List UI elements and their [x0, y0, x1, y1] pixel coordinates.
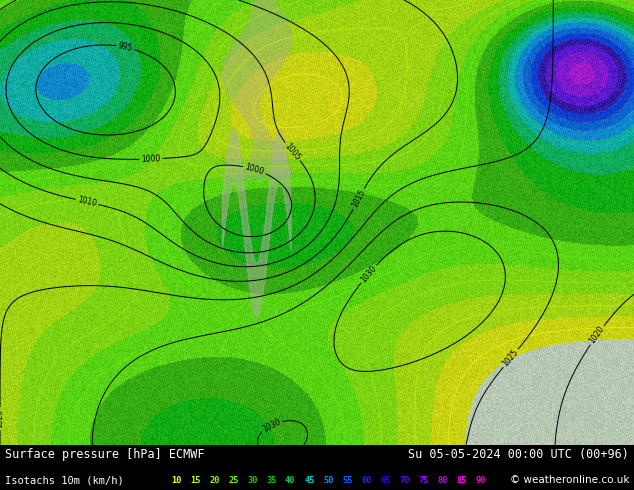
- Text: 1010: 1010: [77, 196, 98, 209]
- Text: 35: 35: [266, 476, 276, 485]
- Text: 25: 25: [228, 476, 238, 485]
- Text: 1030: 1030: [261, 417, 282, 434]
- Text: 20: 20: [209, 476, 219, 485]
- Text: 10: 10: [171, 476, 181, 485]
- Text: Isotachs 10m (km/h): Isotachs 10m (km/h): [5, 475, 124, 485]
- Text: 80: 80: [437, 476, 448, 485]
- Text: Su 05-05-2024 00:00 UTC (00+96): Su 05-05-2024 00:00 UTC (00+96): [408, 448, 629, 462]
- Text: 30: 30: [247, 476, 257, 485]
- Text: 1000: 1000: [141, 154, 161, 164]
- Text: 1030: 1030: [359, 264, 378, 284]
- Text: © weatheronline.co.uk: © weatheronline.co.uk: [510, 475, 630, 485]
- Text: 55: 55: [342, 476, 353, 485]
- Text: 45: 45: [304, 476, 314, 485]
- Text: 90: 90: [476, 476, 486, 485]
- Text: 70: 70: [399, 476, 410, 485]
- Text: 40: 40: [285, 476, 295, 485]
- Text: 60: 60: [361, 476, 372, 485]
- Text: 1025: 1025: [501, 348, 521, 368]
- Text: 1015: 1015: [350, 188, 367, 209]
- Text: 1000: 1000: [244, 162, 265, 177]
- Text: 15: 15: [190, 476, 200, 485]
- Text: 995: 995: [117, 41, 133, 53]
- Text: Surface pressure [hPa] ECMWF: Surface pressure [hPa] ECMWF: [5, 448, 205, 462]
- Text: 50: 50: [323, 476, 333, 485]
- Text: 1020: 1020: [0, 409, 4, 428]
- Text: 1005: 1005: [283, 141, 302, 162]
- Text: 85: 85: [456, 476, 467, 485]
- Text: 1020: 1020: [588, 324, 606, 345]
- Text: 75: 75: [418, 476, 429, 485]
- Text: 65: 65: [380, 476, 391, 485]
